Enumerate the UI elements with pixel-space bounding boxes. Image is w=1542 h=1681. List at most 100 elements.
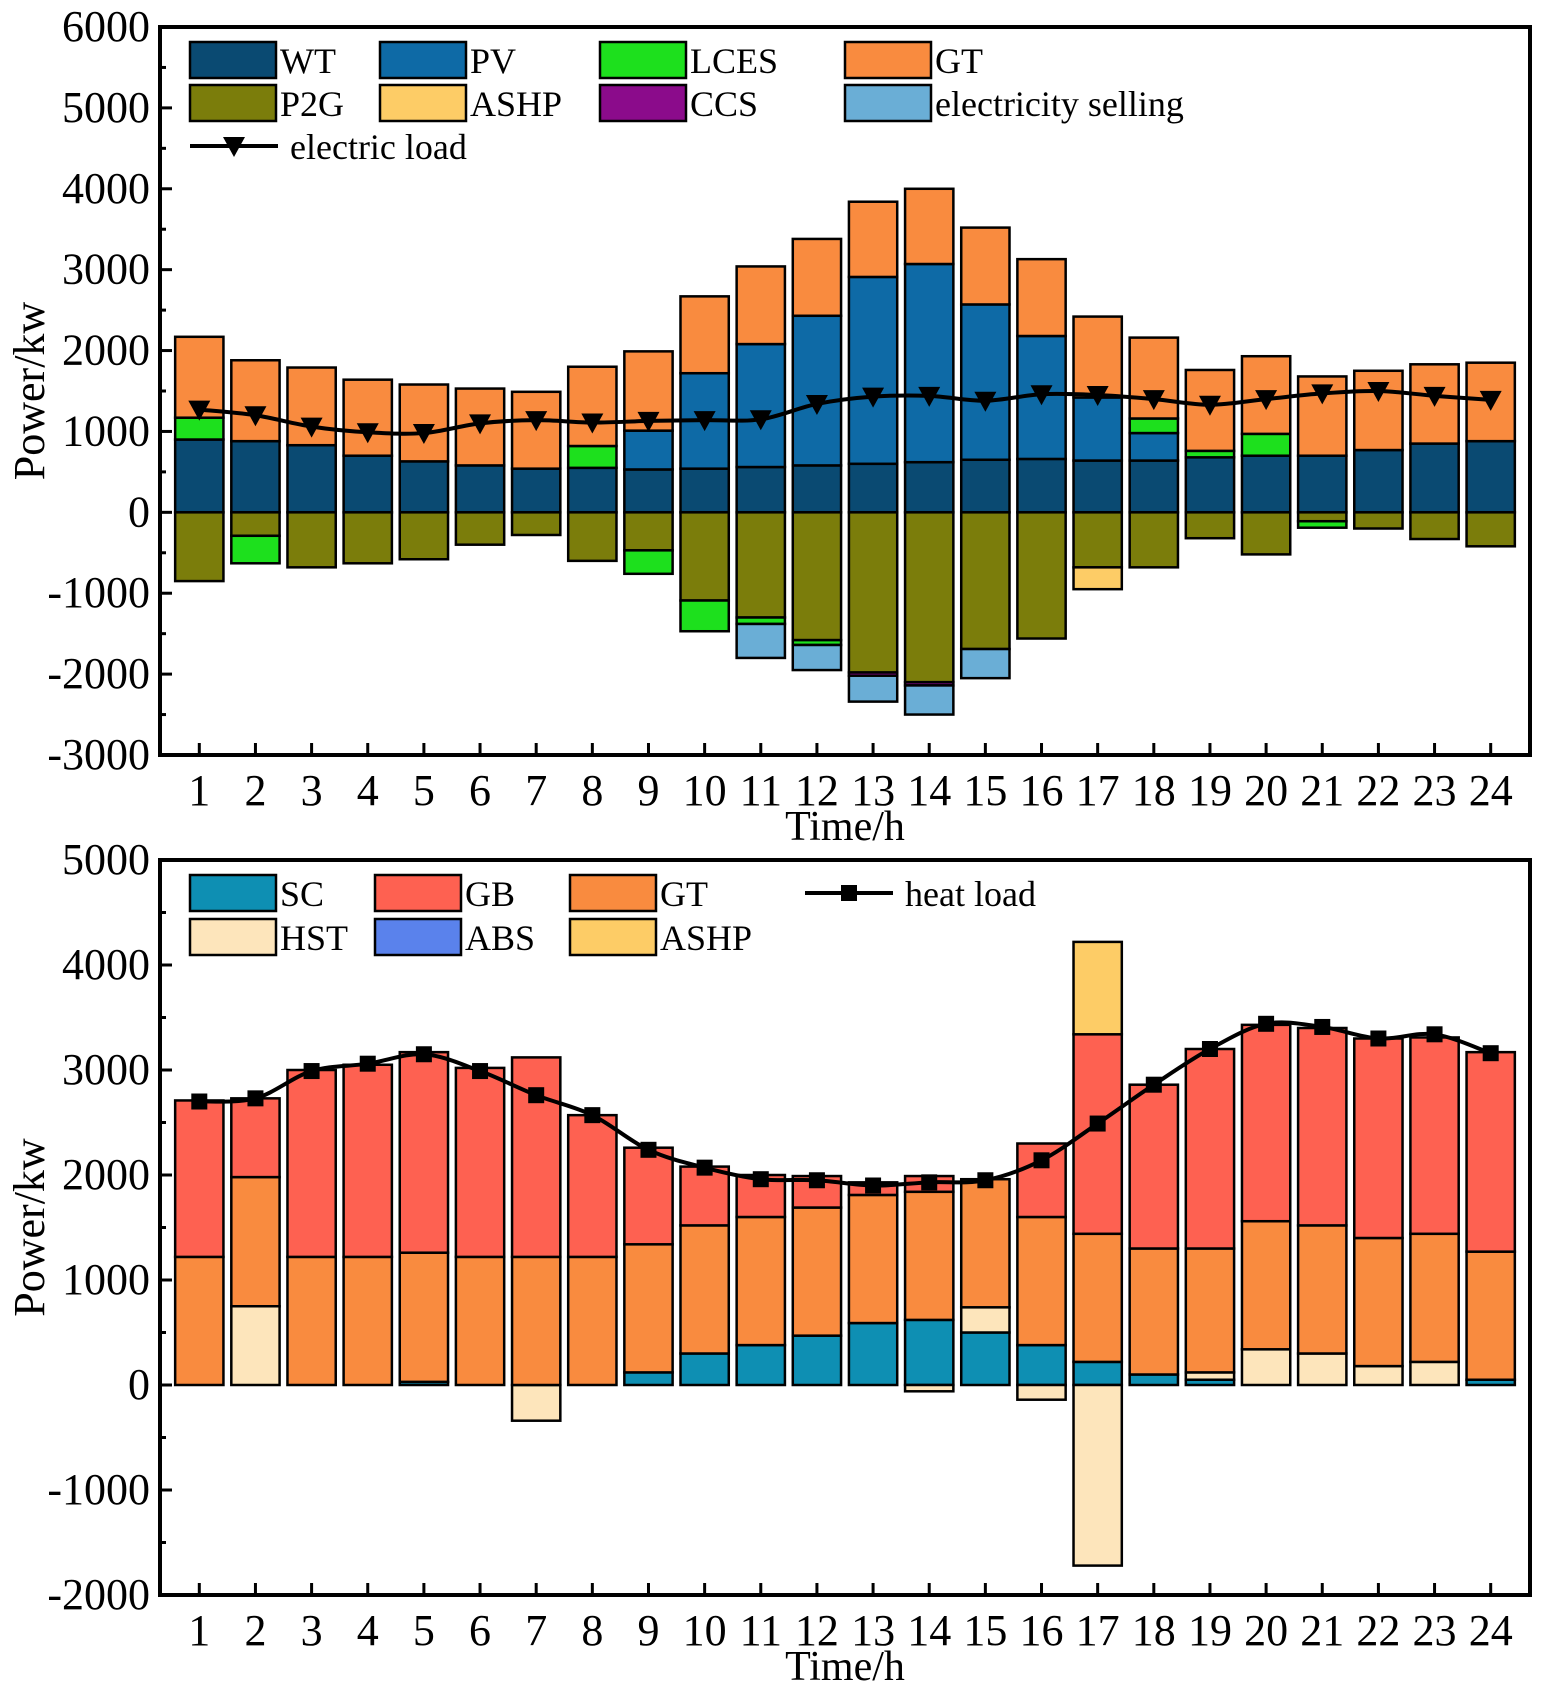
- bar-hst: [1240, 1348, 1292, 1387]
- load-marker: [528, 1087, 545, 1104]
- bar-gt: [847, 1193, 899, 1325]
- load-marker: [247, 1090, 264, 1107]
- bar-wt: [1296, 454, 1348, 514]
- x-tick-label: 18: [1132, 1606, 1176, 1655]
- legend-label: electricity selling: [935, 84, 1184, 124]
- bar-sc: [847, 1321, 899, 1387]
- bar-hst: [903, 1383, 955, 1393]
- bar-wt: [1184, 456, 1236, 514]
- bar-p2g: [903, 511, 955, 684]
- load-marker: [415, 1046, 432, 1063]
- load-marker: [581, 413, 604, 434]
- x-tick-label: 19: [1188, 766, 1232, 815]
- bar-p2g: [735, 511, 787, 619]
- load-marker: [1201, 1041, 1218, 1057]
- bar-gt: [1240, 1219, 1292, 1351]
- load-marker: [412, 424, 435, 445]
- load-marker: [1479, 390, 1502, 411]
- x-tick-label: 10: [683, 766, 727, 815]
- bar-pv: [735, 342, 787, 469]
- bar-gt: [959, 1177, 1011, 1309]
- y-tick-label: 0: [128, 1360, 150, 1409]
- bar-gt: [623, 1243, 674, 1374]
- bar-sc: [735, 1343, 787, 1387]
- bar-gb: [566, 1113, 618, 1259]
- load-marker: [921, 1174, 938, 1191]
- bar-sc: [959, 1331, 1011, 1387]
- x-tick-label: 15: [963, 766, 1007, 815]
- bar-gb: [454, 1066, 506, 1259]
- bar-gb: [230, 1097, 281, 1179]
- x-tick-label: 8: [581, 1606, 603, 1655]
- bar-p2g: [1072, 511, 1124, 569]
- load-marker: [1033, 1152, 1050, 1169]
- bar-gb: [1128, 1083, 1180, 1250]
- x-tick-label: 11: [740, 766, 782, 815]
- bar-gb: [342, 1063, 394, 1259]
- x-tick-label: 4: [357, 1606, 379, 1655]
- legend-marker: [841, 885, 857, 901]
- bar-wt: [398, 460, 450, 514]
- x-tick-label: 24: [1469, 1606, 1513, 1655]
- legend-swatch: [188, 873, 278, 913]
- legend-label: P2G: [280, 84, 344, 124]
- bar-p2g: [342, 511, 394, 565]
- bar-p2g: [566, 511, 618, 563]
- bar-gt: [398, 383, 450, 463]
- legend-swatch: [598, 83, 688, 123]
- bar-wt: [342, 454, 394, 514]
- bar-sc: [903, 1318, 955, 1387]
- load-marker: [1482, 1045, 1499, 1062]
- bar-pv: [623, 429, 674, 471]
- legend-label: GB: [465, 874, 515, 914]
- y-tick-label: 6000: [62, 2, 150, 51]
- load-marker: [584, 1107, 601, 1124]
- load-marker: [1423, 386, 1446, 407]
- bar-p2g: [1465, 511, 1517, 548]
- x-tick-label: 17: [1076, 1606, 1120, 1655]
- load-marker: [244, 406, 267, 427]
- bar-gt: [735, 265, 787, 346]
- x-tick-label: 16: [1020, 1606, 1064, 1655]
- load-marker: [637, 411, 660, 432]
- load-marker: [1030, 385, 1053, 406]
- bar-gt: [454, 1255, 506, 1387]
- bar-gt: [173, 1255, 225, 1387]
- y-tick-label: 5000: [62, 835, 150, 884]
- bar-lces: [1128, 417, 1180, 435]
- bar-gt: [1016, 1215, 1067, 1347]
- x-tick-label: 10: [683, 1606, 727, 1655]
- x-tick-label: 7: [525, 1606, 547, 1655]
- load-marker: [1370, 1030, 1387, 1047]
- electric-power-chart: 6000 5000 4000 3000 2000 1000 0 -1000 -2000 -3000…: [5, 2, 1532, 850]
- x-tick-label: 23: [1413, 766, 1457, 815]
- bar-gb: [1296, 1026, 1348, 1227]
- bar-p2g: [1016, 511, 1067, 640]
- bar-wt: [566, 466, 618, 514]
- bar-p2g: [1353, 511, 1404, 530]
- x-tick-label: 1: [188, 1606, 210, 1655]
- bar-wt: [230, 439, 281, 514]
- x-tick-label: 23: [1413, 1606, 1457, 1655]
- y-tick-label: 3000: [62, 1045, 150, 1094]
- load-marker: [1426, 1026, 1443, 1043]
- bar-gt: [1072, 1232, 1124, 1364]
- x-axis-label: Time/h: [785, 1644, 905, 1681]
- bar-hst: [230, 1305, 281, 1387]
- legend-label: WT: [280, 41, 336, 81]
- bar-sc: [791, 1334, 843, 1387]
- x-tick-label: 3: [301, 766, 323, 815]
- bar-gt: [847, 200, 899, 279]
- bar-wt: [1128, 459, 1180, 514]
- bar-gb: [398, 1050, 450, 1254]
- bar-hst: [1072, 1383, 1124, 1567]
- bar-gt: [566, 1255, 618, 1387]
- x-axis-label: Time/h: [785, 804, 905, 850]
- bar-wt: [679, 467, 731, 514]
- load-marker: [1145, 1076, 1162, 1093]
- y-tick-label: 0: [128, 487, 150, 536]
- load-marker: [918, 386, 941, 407]
- bar-wt: [510, 467, 562, 514]
- legend-swatch: [568, 917, 658, 957]
- load-marker: [525, 411, 548, 432]
